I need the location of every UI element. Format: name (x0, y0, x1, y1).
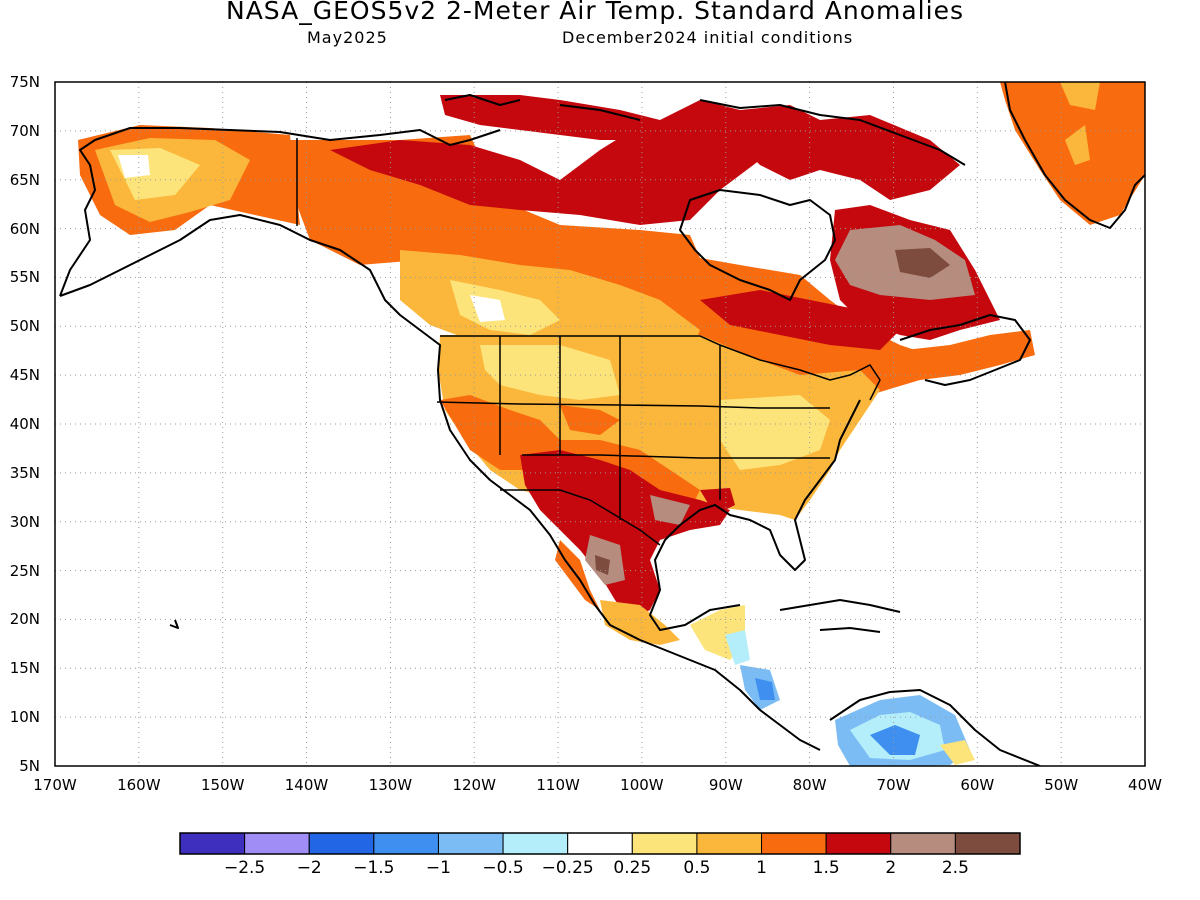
map-title: NASA_GEOS5v2 2-Meter Air Temp. Standard … (226, 0, 964, 25)
lon-label: 70W (877, 776, 911, 794)
legend-swatch (631, 832, 698, 855)
lon-label: 160W (117, 776, 161, 794)
legend-swatch (567, 832, 633, 855)
legend-swatch (825, 832, 892, 855)
legend-swatches (179, 832, 1021, 855)
lon-label: 40W (1128, 776, 1162, 794)
lon-label: 90W (709, 776, 743, 794)
lat-label: 65N (10, 171, 40, 189)
lon-label: 150W (201, 776, 245, 794)
legend-swatch (890, 832, 956, 855)
legend-label: −1.5 (353, 858, 394, 878)
init-conditions-label: December2024 initial conditions (562, 28, 854, 47)
legend-label: −2 (297, 858, 322, 878)
lon-label: 140W (285, 776, 329, 794)
legend-label: 1.5 (813, 858, 840, 878)
lon-label: 50W (1044, 776, 1078, 794)
lat-label: 10N (10, 708, 40, 726)
lon-label: 110W (536, 776, 580, 794)
legend-label: 0.25 (613, 858, 651, 878)
color-legend: −2.5 −2 −1.5 −1 −0.5 −0.25 0.25 0.5 1 1.5 2 2.5 (179, 832, 1021, 878)
lat-label: 60N (10, 220, 40, 238)
legend-labels: −2.5 −2 −1.5 −1 −0.5 −0.25 0.25 0.5 1 1.5 2 2.5 (224, 858, 969, 878)
legend-label: 2 (885, 858, 896, 878)
coastlines (59, 82, 1145, 766)
lat-label: 45N (10, 366, 40, 384)
legend-swatch (761, 832, 827, 855)
lat-label: 30N (10, 513, 40, 531)
map-gridlines (55, 82, 1145, 766)
legend-swatch (373, 832, 439, 855)
lon-axis-labels: 170W 160W 150W 140W 130W 120W 110W 100W … (33, 776, 1162, 794)
legend-swatch (437, 832, 504, 855)
lat-label: 20N (10, 610, 40, 628)
legend-frame (179, 832, 1021, 855)
lat-label: 70N (10, 122, 40, 140)
plot-frame (54, 81, 1146, 767)
legend-swatch (308, 832, 375, 855)
legend-swatch (696, 832, 763, 855)
legend-swatch (244, 832, 310, 855)
borders (296, 138, 881, 546)
lon-label: 100W (620, 776, 664, 794)
legend-label: 0.5 (683, 858, 710, 878)
lon-label: 130W (369, 776, 413, 794)
lat-label: 25N (10, 562, 40, 580)
legend-swatch (179, 832, 246, 855)
legend-swatch (954, 832, 1021, 855)
valid-month-label: May2025 (307, 28, 388, 47)
anomaly-field (78, 82, 1145, 766)
lat-label: 35N (10, 464, 40, 482)
legend-label: −0.25 (542, 858, 594, 878)
legend-label: 1 (756, 858, 767, 878)
lat-label: 15N (10, 659, 40, 677)
lon-label: 80W (793, 776, 827, 794)
legend-label: −0.5 (482, 858, 523, 878)
lat-label: 40N (10, 415, 40, 433)
lat-label: 75N (10, 73, 40, 91)
lon-label: 60W (960, 776, 994, 794)
lat-axis-labels: 75N 70N 65N 60N 55N 50N 45N 40N 35N 30N … (10, 73, 40, 775)
legend-label: −1 (426, 858, 451, 878)
lat-label: 5N (19, 757, 40, 775)
lat-label: 50N (10, 317, 40, 335)
legend-swatch (502, 832, 569, 855)
lon-label: 120W (452, 776, 496, 794)
lat-label: 55N (10, 268, 40, 286)
legend-label: −2.5 (224, 858, 265, 878)
legend-label: 2.5 (942, 858, 969, 878)
lon-label: 170W (33, 776, 77, 794)
